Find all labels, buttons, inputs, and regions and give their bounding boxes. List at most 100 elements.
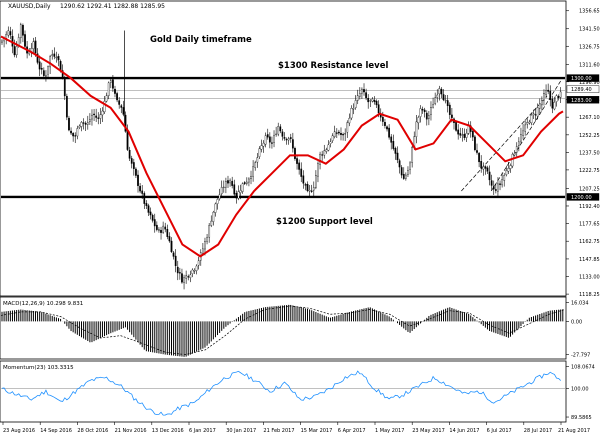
candle-body: [112, 79, 114, 89]
candle-body: [381, 116, 384, 122]
candle-body: [227, 180, 229, 184]
candle-body: [325, 149, 328, 152]
candle-body: [114, 88, 116, 94]
candle-body: [9, 31, 12, 36]
candle-body: [340, 133, 342, 135]
candle-body: [352, 108, 355, 110]
candle-body: [212, 211, 215, 222]
candle-body: [195, 265, 198, 271]
price-tick-label: 1177.65: [579, 222, 600, 228]
candle-body: [68, 117, 70, 131]
candle-body: [93, 113, 95, 116]
candle-body: [65, 96, 68, 118]
candle-body: [86, 122, 89, 125]
candle-body: [5, 33, 8, 39]
candle-body: [528, 121, 531, 124]
candle-body: [541, 100, 543, 106]
candle-body: [109, 80, 112, 83]
candle-body: [164, 226, 167, 230]
candle-body: [446, 100, 449, 107]
candle-body: [122, 107, 125, 115]
candle-body: [509, 165, 512, 169]
candle-body: [243, 182, 246, 184]
candle-body: [367, 97, 370, 103]
candle-body: [329, 141, 332, 144]
candle-body: [444, 99, 447, 102]
candle-body: [158, 229, 160, 231]
candle-body: [365, 92, 367, 99]
price-tick-label: 1311.60: [579, 62, 600, 68]
candle-body: [170, 240, 173, 252]
moving-average: [0, 35, 564, 258]
macd-signal-path: [0, 305, 565, 355]
candle-body: [78, 125, 81, 128]
candle-body: [373, 99, 376, 102]
candle-body: [19, 24, 22, 39]
momentum-axis: 108.0674 100.00 89.5865: [1, 365, 595, 421]
candle-body: [448, 104, 451, 115]
x-tick-label: 21 Nov 2016: [115, 428, 147, 434]
candle-body: [118, 100, 121, 105]
candle-body: [451, 114, 453, 118]
candle-body: [438, 88, 441, 95]
candle-body: [331, 135, 334, 141]
support-annotation: $1200 Support level: [276, 217, 373, 227]
candle-body: [162, 225, 165, 233]
candle-body: [281, 131, 284, 137]
price-tick-label: 1356.65: [579, 9, 600, 15]
candle-body: [197, 260, 200, 266]
candle-body: [522, 130, 524, 136]
candle-body: [480, 160, 483, 169]
x-axis: 23 Aug 2016 14 Sep 2016 28 Oct 2016 21 Nov …: [2, 422, 590, 434]
candle-body: [99, 114, 102, 119]
candle-body: [501, 179, 503, 186]
x-tick-label: 1 May 2017: [375, 428, 404, 434]
candle-body: [296, 158, 298, 164]
momentum-tick-label: 100.00: [571, 387, 589, 393]
candle-body: [1, 40, 3, 43]
candle-body: [153, 219, 156, 227]
x-tick-label: 21 Aug 2017: [558, 428, 590, 434]
x-tick-label: 6 Jul 2017: [487, 428, 512, 434]
candle-body: [34, 40, 37, 54]
x-tick-label: 23 Aug 2016: [3, 428, 35, 434]
price-tags: 1300.00 1289.40 1283.00 1200.00: [566, 74, 600, 201]
candle-body: [206, 237, 208, 242]
candle-body: [499, 183, 501, 185]
candle-body: [101, 110, 104, 116]
candle-body: [346, 122, 349, 133]
candle-body: [306, 183, 309, 191]
candle-body: [13, 46, 16, 56]
candle-body: [160, 229, 162, 233]
candle-body: [120, 105, 123, 108]
x-tick-label: 23 May 2017: [412, 428, 445, 434]
price-panel-frame: [0, 0, 567, 297]
candle-body: [204, 241, 206, 250]
candle-body: [474, 136, 476, 151]
candle-body: [231, 180, 234, 186]
price-tick-label: 1207.25: [579, 186, 600, 192]
candle-body: [547, 89, 550, 92]
candle-body: [409, 162, 411, 170]
candle-body: [202, 248, 204, 254]
candle-body: [555, 95, 558, 102]
candle-body: [363, 89, 365, 93]
candle-body: [252, 166, 254, 177]
candle-body: [178, 272, 181, 274]
candle-body: [51, 54, 54, 56]
x-tick-label: 14 Jun 2017: [449, 428, 479, 434]
candle-body: [291, 139, 294, 149]
candle-body: [471, 130, 474, 138]
candle-body: [258, 148, 261, 157]
candle-body: [319, 153, 321, 165]
candle-body: [490, 180, 493, 186]
candle-body: [53, 53, 56, 57]
candle-body: [193, 270, 196, 272]
candle-body: [317, 163, 319, 177]
candle-body: [492, 186, 495, 190]
price-tick-label: 1162.75: [579, 239, 600, 245]
moving-average-line: [0, 35, 564, 258]
candle-body: [15, 46, 18, 56]
candle-body: [32, 41, 35, 49]
candle-body: [390, 136, 393, 143]
